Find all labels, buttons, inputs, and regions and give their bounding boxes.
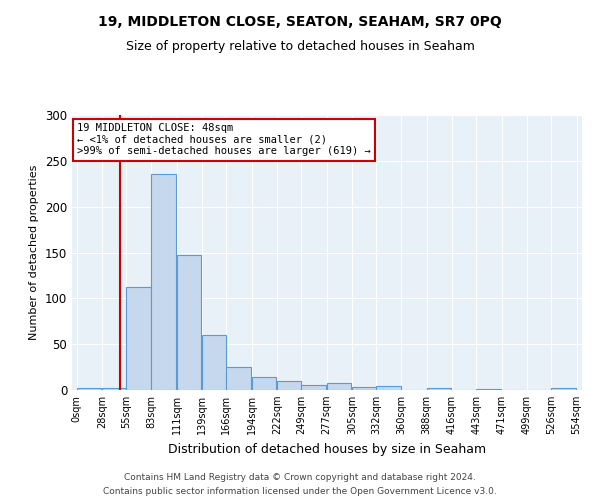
Text: Contains HM Land Registry data © Crown copyright and database right 2024.: Contains HM Land Registry data © Crown c… (124, 472, 476, 482)
Bar (427, 388, 451, 390)
Bar (301, 386, 326, 390)
Text: 19 MIDDLETON CLOSE: 48sqm
← <1% of detached houses are smaller (2)
>99% of semi-: 19 MIDDLETON CLOSE: 48sqm ← <1% of detac… (77, 123, 371, 156)
Text: Contains public sector information licensed under the Open Government Licence v3: Contains public sector information licen… (103, 488, 497, 496)
Bar (476, 389, 501, 390)
Bar (126, 288, 151, 390)
Bar (151, 174, 176, 390)
Bar (202, 335, 226, 390)
Bar (352, 387, 376, 390)
X-axis label: Distribution of detached houses by size in Seaham: Distribution of detached houses by size … (168, 442, 486, 456)
Bar (277, 381, 301, 390)
Bar (551, 388, 575, 390)
Bar (251, 377, 276, 390)
Bar (177, 255, 201, 390)
Bar (326, 382, 351, 390)
Text: Size of property relative to detached houses in Seaham: Size of property relative to detached ho… (125, 40, 475, 53)
Y-axis label: Number of detached properties: Number of detached properties (29, 165, 40, 340)
Bar (102, 388, 126, 390)
Bar (226, 367, 251, 390)
Bar (77, 388, 101, 390)
Text: 19, MIDDLETON CLOSE, SEATON, SEAHAM, SR7 0PQ: 19, MIDDLETON CLOSE, SEATON, SEAHAM, SR7… (98, 15, 502, 29)
Bar (376, 386, 401, 390)
